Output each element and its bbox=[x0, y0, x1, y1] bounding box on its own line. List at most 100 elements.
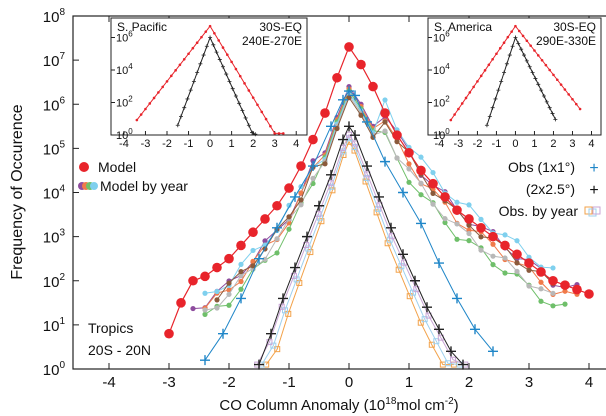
inset-range-line1: 30S-EQ bbox=[259, 20, 302, 34]
inset-x-tick-label: -3 bbox=[454, 138, 464, 150]
model-point bbox=[260, 214, 270, 224]
model-year-point bbox=[514, 260, 520, 266]
inset-model-point bbox=[148, 102, 152, 105]
model-point bbox=[464, 214, 474, 224]
model-point bbox=[320, 108, 330, 118]
x-tick-label: 4 bbox=[585, 374, 593, 391]
model-point bbox=[308, 134, 318, 145]
inset-model-point bbox=[238, 74, 242, 78]
inset-model-point bbox=[273, 132, 276, 135]
inset-y-tick-label: 102 bbox=[116, 95, 133, 110]
inset-model-point bbox=[161, 85, 164, 89]
model-year-point bbox=[490, 241, 496, 247]
inset-model-point bbox=[200, 35, 203, 39]
inset-x-tick-label: -2 bbox=[162, 138, 172, 150]
model-point bbox=[488, 231, 498, 242]
obs-year-point bbox=[421, 316, 428, 323]
inset-model-point bbox=[563, 88, 567, 91]
obs-2x25-point bbox=[362, 161, 372, 172]
inset-model-point bbox=[187, 52, 190, 56]
inset-model-point bbox=[487, 63, 491, 67]
model-year-point bbox=[250, 247, 256, 254]
inset-obs-point bbox=[246, 123, 251, 128]
model-year-point bbox=[226, 280, 232, 286]
inset-model-point bbox=[453, 113, 456, 116]
model-point bbox=[560, 280, 570, 290]
inset-obs-point bbox=[227, 79, 232, 84]
inset-range-line2: 240E-270E bbox=[242, 34, 302, 48]
model-year-point bbox=[502, 270, 508, 276]
model-year-point bbox=[382, 97, 388, 103]
inset-model-point bbox=[506, 35, 510, 39]
inset-x-tick-label: 4 bbox=[588, 138, 594, 150]
inset-model-point bbox=[170, 74, 173, 78]
model-point bbox=[344, 42, 354, 52]
model-year-point bbox=[238, 272, 244, 279]
inset-model-point bbox=[464, 96, 468, 100]
inset-obs-point bbox=[516, 41, 521, 46]
inset-model-point bbox=[221, 46, 225, 49]
inset-model-point bbox=[479, 74, 483, 78]
x-axis-label: CO Column Anomaly (1018mol cm-2) bbox=[219, 396, 458, 414]
model-point bbox=[572, 284, 582, 295]
inset-model-point bbox=[555, 78, 559, 82]
model-point bbox=[212, 262, 222, 273]
obs-1x1-point bbox=[344, 86, 354, 97]
inset-model-point bbox=[174, 69, 177, 72]
obs-year-point bbox=[274, 346, 281, 353]
model-year-point bbox=[358, 112, 364, 118]
legend-obs-by-year-label: Obs. by year bbox=[499, 203, 579, 219]
model-point bbox=[548, 275, 558, 286]
model-year-point bbox=[538, 286, 544, 292]
y-tick-label: 104 bbox=[43, 184, 66, 203]
inset-model-point bbox=[260, 110, 264, 114]
model-point bbox=[584, 289, 594, 299]
model-year-point bbox=[562, 288, 568, 294]
model-point bbox=[452, 205, 462, 215]
obs-1x1-point bbox=[362, 116, 372, 127]
inset-model-point bbox=[574, 102, 578, 106]
inset-obs-point bbox=[182, 105, 187, 110]
model-year-point bbox=[538, 279, 544, 285]
model-year-point bbox=[526, 283, 532, 289]
model-point bbox=[500, 240, 510, 251]
model-year-point bbox=[514, 268, 520, 274]
inset-obs-point bbox=[185, 96, 190, 101]
inset-model-point bbox=[468, 91, 472, 94]
model-year-point bbox=[502, 232, 508, 238]
model-point bbox=[392, 130, 402, 140]
obs-1x1-point bbox=[308, 161, 318, 172]
inset-x-tick-label: 1 bbox=[531, 138, 537, 150]
model-year-point bbox=[490, 253, 496, 259]
inset-obs-point bbox=[490, 105, 495, 110]
obs-2x25-point bbox=[344, 121, 354, 132]
inset-obs-point bbox=[243, 115, 248, 120]
obs-1x1-point bbox=[254, 253, 264, 264]
inset-obs-point bbox=[198, 61, 203, 66]
model-year-point bbox=[538, 298, 544, 304]
y-tick-label: 102 bbox=[43, 272, 66, 291]
inset-model-point bbox=[491, 57, 494, 61]
obs-2x25-point bbox=[278, 293, 288, 304]
obs-2x25-point bbox=[314, 200, 324, 211]
model-year-point bbox=[478, 234, 484, 240]
obs-year-point bbox=[340, 148, 347, 155]
legend-model-by-year-marker bbox=[78, 182, 98, 190]
inset-model-point bbox=[476, 80, 479, 83]
model-year-point bbox=[466, 202, 472, 208]
model-point bbox=[248, 227, 258, 238]
inset-obs-point bbox=[484, 123, 489, 128]
obs-1x1-point bbox=[200, 355, 210, 366]
inset-obs-point bbox=[188, 88, 193, 93]
legend-obs-1x1-label: Obs (1x1°) bbox=[508, 159, 575, 175]
obs-1x1-point bbox=[350, 90, 360, 101]
inset-model-point bbox=[144, 107, 147, 111]
model-year-point bbox=[334, 125, 340, 132]
obs-year-line bbox=[261, 137, 460, 366]
inset-model-point bbox=[264, 117, 268, 121]
model-point bbox=[356, 59, 366, 70]
legend-obs-2x25-label: (2x2.5°) bbox=[526, 181, 575, 197]
model-year-point bbox=[274, 236, 280, 242]
inset-x-tick-label: -1 bbox=[184, 138, 194, 150]
